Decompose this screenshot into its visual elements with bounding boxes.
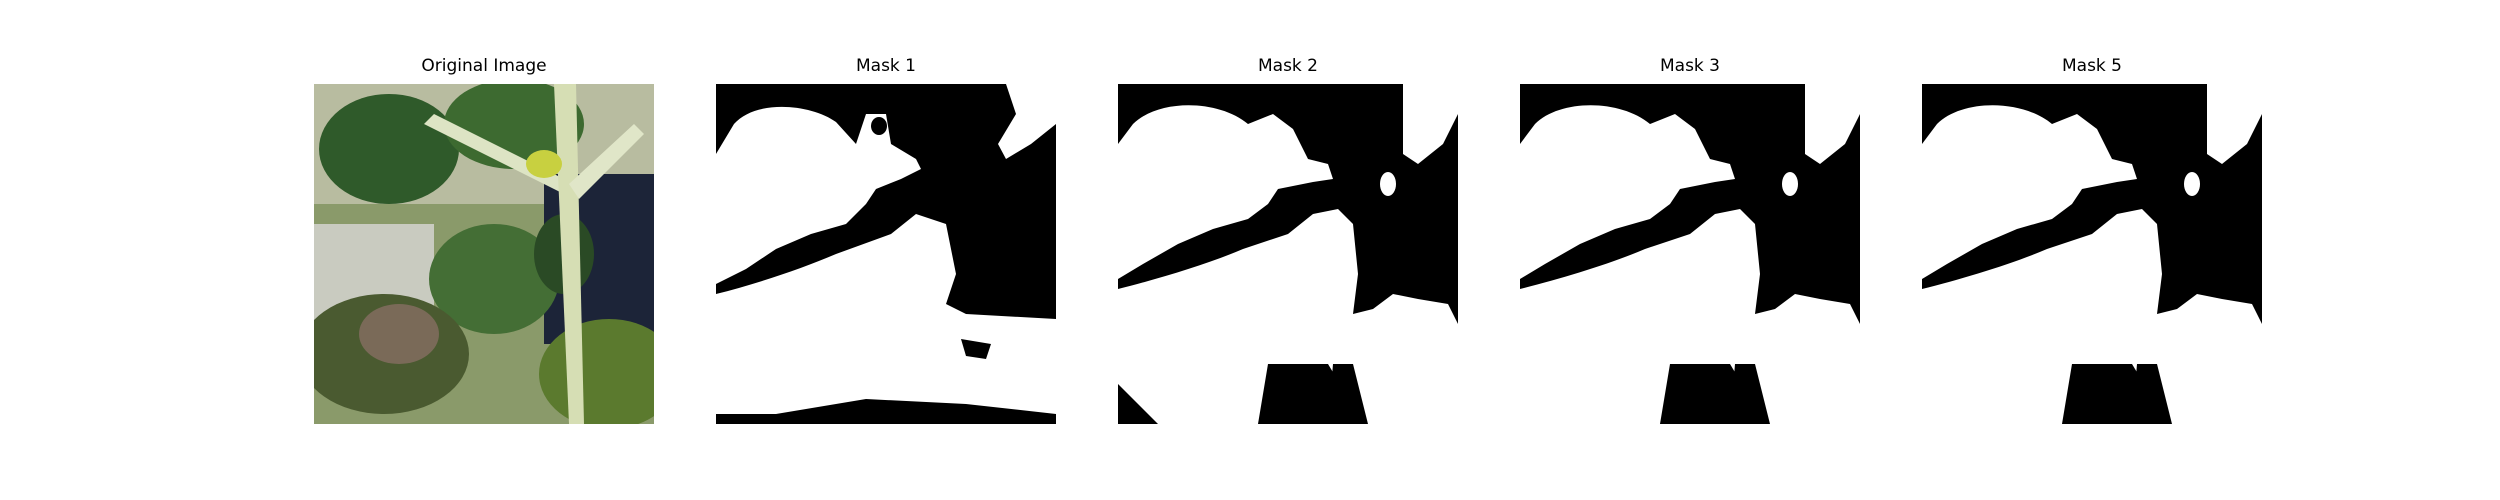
mask-image xyxy=(1118,84,1458,424)
mask-1-shape xyxy=(716,84,1056,424)
mask-3-shape xyxy=(1520,84,1860,424)
panel-title: Mask 3 xyxy=(1659,56,1720,76)
mask-5-shape xyxy=(1922,84,2262,424)
mask-image xyxy=(716,84,1056,424)
panel-title: Mask 2 xyxy=(1257,56,1318,76)
original-image xyxy=(314,84,654,424)
panel-title: Mask 5 xyxy=(2061,56,2122,76)
plant-photo xyxy=(314,84,654,424)
panel-title: Original Image xyxy=(421,56,547,76)
mask-2-shape xyxy=(1118,84,1458,424)
mask-image xyxy=(1922,84,2262,424)
mask-image xyxy=(1520,84,1860,424)
panel-title: Mask 1 xyxy=(855,56,916,76)
